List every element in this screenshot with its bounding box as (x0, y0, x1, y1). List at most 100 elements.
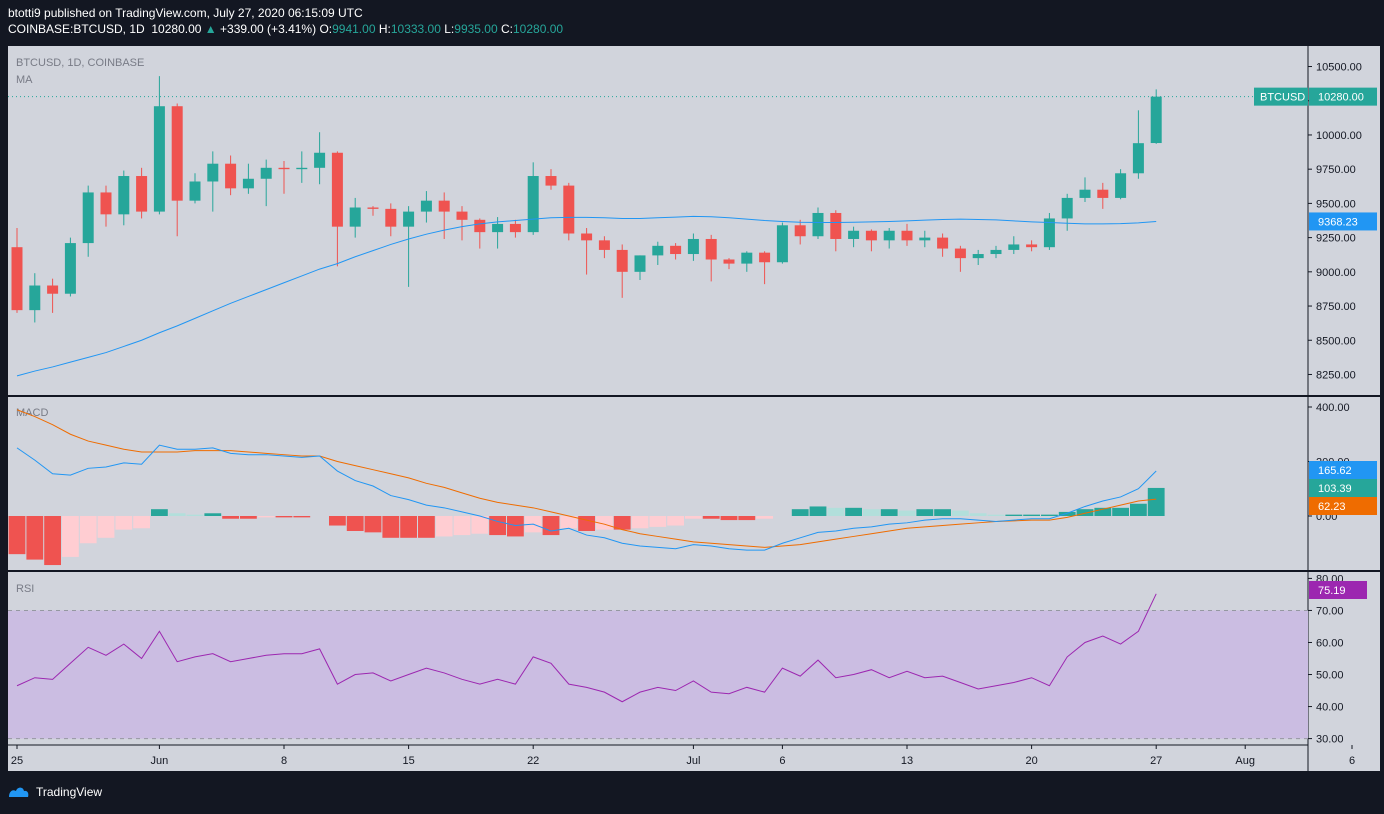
rsi-value-label: 75.19 (1318, 585, 1346, 597)
macd-histogram-bar (685, 516, 702, 519)
candle-body[interactable] (581, 233, 593, 241)
ma-value-label: 9368.23 (1318, 216, 1358, 228)
macd-histogram-bar (453, 516, 471, 536)
candle-body[interactable] (830, 212, 842, 239)
candle-body[interactable] (474, 219, 486, 233)
time-tick-label: 8 (281, 755, 287, 767)
candle-body[interactable] (670, 245, 682, 255)
candle-body[interactable] (687, 238, 699, 255)
candle-body[interactable] (545, 176, 557, 186)
candle-body[interactable] (634, 255, 646, 272)
candle-body[interactable] (1115, 173, 1127, 198)
macd-histogram-bar (507, 516, 524, 537)
candle-body[interactable] (954, 248, 966, 259)
candle-body[interactable] (741, 252, 753, 264)
time-tick-label: 15 (402, 755, 414, 767)
macd-histogram-bar (578, 516, 595, 531)
candle-body[interactable] (563, 185, 575, 234)
candle-body[interactable] (64, 243, 76, 294)
candle-body[interactable] (848, 230, 860, 239)
candle-body[interactable] (492, 223, 504, 233)
candle-body[interactable] (136, 176, 148, 212)
macd-histogram-bar (827, 507, 845, 516)
candle-body[interactable] (1132, 143, 1144, 174)
macd-histogram-bar (1147, 487, 1165, 516)
macd-histogram-bar (435, 516, 453, 537)
candle-body[interactable] (1008, 244, 1020, 250)
macd-histogram-bar (880, 509, 898, 516)
candle-body[interactable] (759, 252, 771, 263)
time-tick-label: 20 (1025, 755, 1037, 767)
macd-value-box (1309, 461, 1377, 479)
candle-body[interactable] (403, 211, 415, 227)
candle-body[interactable] (972, 254, 984, 259)
macd-histogram-bar (329, 516, 346, 526)
candle-body[interactable] (883, 230, 895, 241)
candle-body[interactable] (1043, 218, 1055, 248)
candle-body[interactable] (260, 167, 272, 179)
candle-body[interactable] (420, 200, 432, 212)
candle-body[interactable] (812, 212, 824, 237)
macd-histogram-bar (969, 513, 987, 516)
candle-body[interactable] (794, 225, 806, 237)
macd-histogram-bar (97, 516, 115, 538)
rsi-tick-label: 40.00 (1316, 702, 1344, 714)
candle-body[interactable] (278, 167, 290, 170)
candle-body[interactable] (29, 285, 41, 311)
price-panel (8, 46, 1308, 395)
candle-body[interactable] (937, 237, 949, 249)
macd-histogram-bar (1005, 514, 1023, 516)
price-tick-label: 8250.00 (1316, 369, 1356, 381)
candle-body[interactable] (207, 163, 219, 182)
candle-body[interactable] (919, 237, 931, 241)
candle-body[interactable] (11, 247, 23, 311)
candle-body[interactable] (527, 176, 539, 233)
candle-body[interactable] (118, 176, 130, 215)
candle-body[interactable] (776, 225, 788, 263)
candle-body[interactable] (652, 245, 664, 256)
candle-body[interactable] (865, 230, 877, 241)
candle-body[interactable] (242, 178, 254, 189)
candle-body[interactable] (1097, 189, 1109, 198)
macd-histogram-bar (1076, 509, 1094, 516)
candle-body[interactable] (314, 152, 326, 168)
candle-body[interactable] (1150, 96, 1162, 144)
candle-body[interactable] (1079, 189, 1091, 198)
macd-line (16, 444, 1157, 551)
candle-body[interactable] (82, 192, 94, 244)
candle-body[interactable] (509, 223, 521, 233)
candle-body[interactable] (153, 106, 165, 212)
time-tick-label: 25 (11, 755, 23, 767)
candle-body[interactable] (47, 285, 59, 294)
candle-body[interactable] (705, 238, 717, 260)
time-axis (8, 745, 1380, 771)
candle-body[interactable] (723, 259, 735, 264)
time-tick-label: Aug (1235, 755, 1255, 767)
candle-body[interactable] (171, 106, 183, 201)
candle-body[interactable] (367, 207, 379, 209)
candle-body[interactable] (438, 200, 450, 212)
time-tick-label: 13 (901, 755, 913, 767)
candle-body[interactable] (189, 181, 201, 201)
candle-body[interactable] (1026, 244, 1038, 248)
candle-body[interactable] (225, 163, 237, 189)
macd-histogram-bar (240, 516, 257, 519)
macd-signal-line (16, 409, 1157, 548)
macd-histogram-bar (756, 516, 773, 519)
candle-body[interactable] (349, 207, 361, 227)
candle-body[interactable] (598, 240, 610, 250)
candle-body[interactable] (456, 211, 468, 220)
macd-histogram-bar (560, 516, 578, 529)
candle-body[interactable] (100, 192, 112, 215)
macd-histogram-bar (667, 516, 684, 526)
candle-body[interactable] (1061, 197, 1073, 219)
macd-histogram-bar (596, 516, 613, 530)
candle-body[interactable] (990, 249, 1002, 255)
candle-body[interactable] (331, 152, 343, 227)
ma-line (16, 215, 1157, 377)
candle-body[interactable] (616, 249, 628, 272)
candle-body[interactable] (385, 208, 397, 227)
candle-body[interactable] (296, 167, 308, 170)
candle-body[interactable] (901, 230, 913, 241)
